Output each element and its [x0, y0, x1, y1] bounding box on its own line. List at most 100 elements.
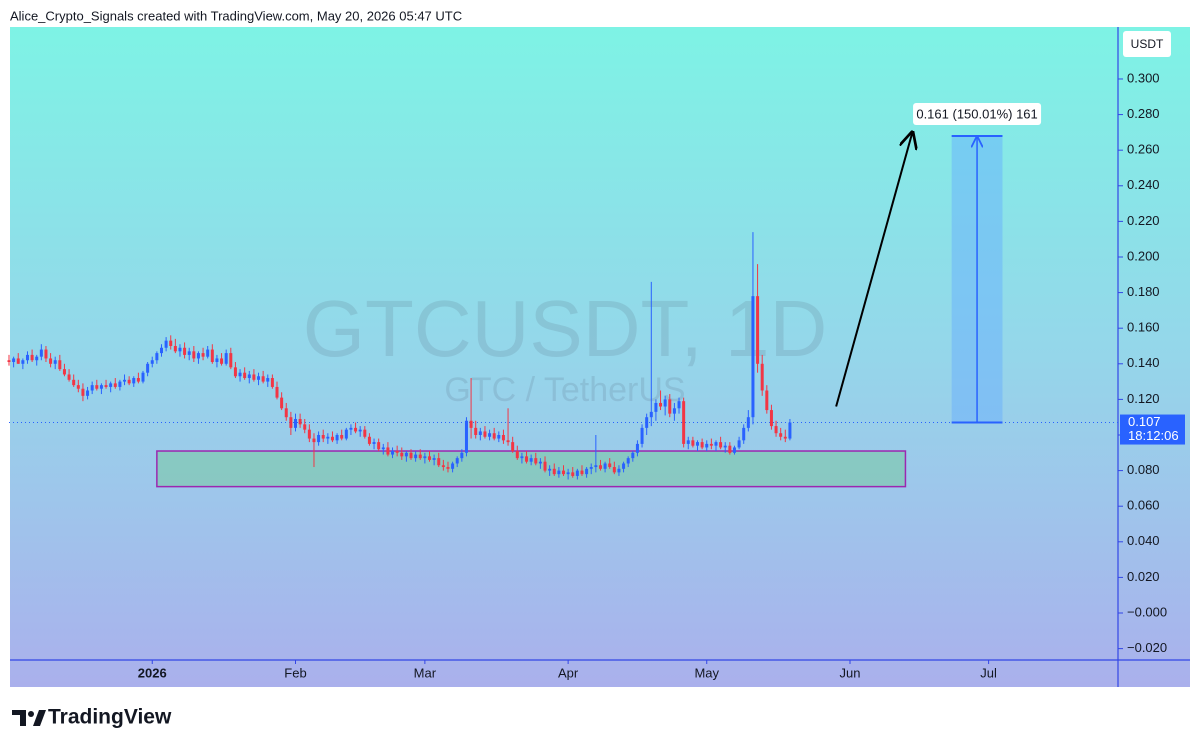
candle-body [765, 390, 769, 411]
candle-body [432, 458, 436, 460]
candle-body [742, 427, 746, 441]
candle-body [700, 442, 704, 448]
candle-body [39, 349, 43, 357]
candle-body [751, 296, 755, 418]
candle-body [344, 429, 348, 439]
y-tick-label: −0.020 [1127, 640, 1167, 655]
candle-body [293, 418, 297, 428]
candle-body [321, 434, 325, 439]
x-tick-label: May [694, 665, 719, 680]
candle-body [95, 385, 99, 389]
candle-body [783, 436, 787, 439]
candle-body [192, 351, 196, 359]
candle-body [598, 465, 602, 469]
candle-body [183, 347, 187, 355]
candle-body [626, 458, 630, 464]
candle-body [44, 349, 48, 359]
candle-body [196, 353, 200, 359]
candle-body [109, 383, 113, 387]
source-note: Alice_Crypto_Signals created with Tradin… [10, 8, 462, 23]
candle-body [446, 467, 450, 469]
candle-body [76, 385, 80, 389]
candle-body [67, 374, 71, 380]
candle-body [164, 340, 168, 348]
x-tick-label: Feb [284, 665, 306, 680]
candle-body [229, 353, 233, 368]
candle-body [386, 447, 390, 455]
candle-body [146, 363, 150, 373]
candle-body [340, 434, 344, 439]
candle-body [220, 358, 224, 364]
candle-body [12, 358, 16, 363]
candle-body [363, 429, 367, 437]
y-tick-label: 0.160 [1127, 320, 1160, 335]
candle-body [201, 353, 205, 357]
candle-body [464, 420, 468, 453]
candle-body [515, 451, 519, 459]
candle-body [367, 436, 371, 444]
x-tick-label: 2026 [138, 665, 167, 680]
candle-body [451, 463, 455, 469]
candle-body [737, 440, 741, 448]
candle-body [257, 376, 261, 380]
candle-body [58, 360, 62, 370]
y-tick-label: 0.180 [1127, 284, 1160, 299]
candle-body [654, 402, 658, 412]
x-tick-label: Mar [414, 665, 437, 680]
candle-body [455, 458, 459, 464]
candle-body [723, 445, 727, 448]
candle-body [677, 401, 681, 409]
candle-body [635, 443, 639, 453]
candle-body [233, 367, 237, 377]
candle-body [132, 378, 136, 384]
candle-body [261, 376, 265, 382]
candle-body [427, 456, 431, 460]
x-tick-label: Jun [840, 665, 861, 680]
candle-body [696, 442, 700, 446]
candle-body [631, 452, 635, 459]
y-tick-label: 0.300 [1127, 70, 1160, 85]
y-tick-label: 0.220 [1127, 213, 1160, 228]
countdown-label: 18:12:06 [1128, 428, 1179, 443]
candle-body [622, 463, 626, 469]
y-tick-label: 0.080 [1127, 462, 1160, 477]
candle-body [585, 468, 589, 475]
candle-body [525, 456, 529, 462]
candle-body [280, 397, 284, 409]
candle-body [335, 434, 339, 441]
measure-label-box [913, 102, 1042, 125]
candle-body [238, 372, 242, 377]
measure-label: 0.161 (150.01%) 161 [916, 106, 1037, 121]
candle-body [159, 347, 163, 354]
currency-label: USDT [1131, 37, 1164, 51]
candle-body [719, 442, 723, 448]
candle-body [395, 451, 399, 453]
candle-body [603, 463, 607, 469]
candle-body [469, 420, 473, 428]
candle-body [307, 429, 311, 439]
candle-body [460, 452, 464, 459]
candle-body [349, 427, 353, 430]
candle-body [330, 436, 334, 441]
candle-body [414, 454, 418, 459]
candle-body [709, 443, 713, 446]
candle-body [682, 401, 686, 444]
candle-body [312, 438, 316, 443]
candle-body [566, 472, 570, 475]
y-tick-label: 0.200 [1127, 248, 1160, 263]
candle-body [732, 447, 736, 453]
candle-body [400, 452, 404, 457]
candle-body [672, 408, 676, 414]
candle-body [391, 451, 395, 455]
candle-body [354, 427, 358, 432]
candle-body [746, 417, 750, 428]
candle-body [663, 399, 667, 407]
candle-body [705, 443, 709, 448]
candle-body [437, 458, 441, 466]
candle-body [441, 465, 445, 468]
y-tick-label: 0.280 [1127, 106, 1160, 121]
currency-box [1123, 31, 1171, 57]
candle-body [289, 417, 293, 428]
candle-body [774, 426, 778, 434]
candle-body [25, 354, 29, 361]
